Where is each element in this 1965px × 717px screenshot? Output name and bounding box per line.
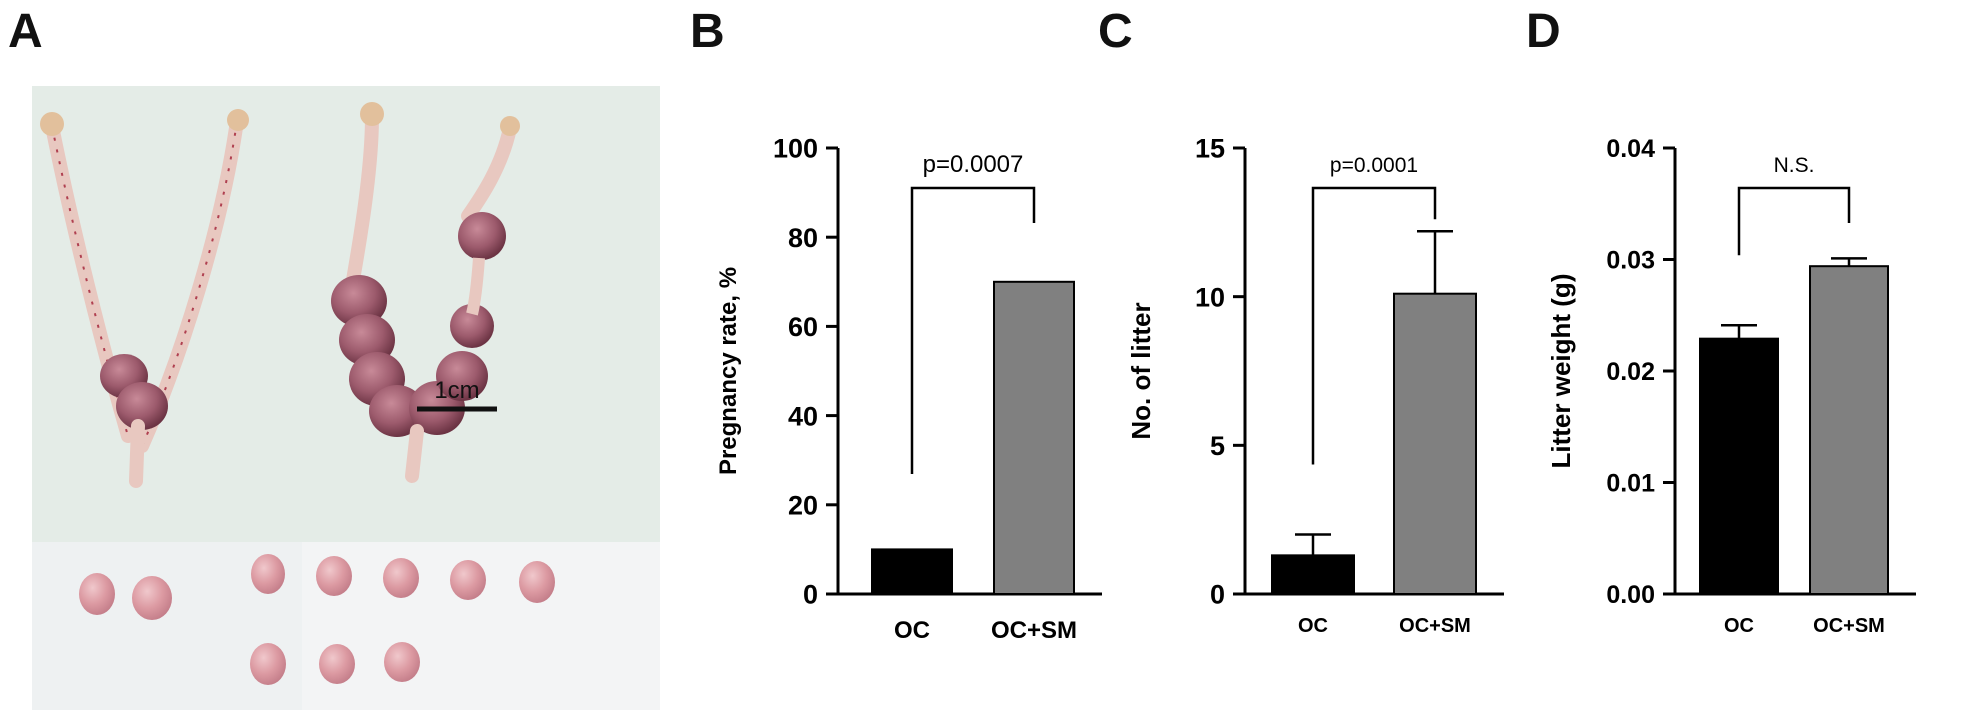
significance-bracket [1737,186,1851,256]
y-axis-label: Pregnancy rate, % [715,267,742,475]
y-axis-label: Litter weight (g) [1546,274,1576,469]
uterus-oc [40,109,249,488]
scale-bar: 1cm [417,377,497,412]
y-tick-label: 0.02 [1606,358,1655,386]
x-category-label: OC [894,617,930,644]
y-tick-label: 0 [803,580,818,610]
fetuses-oc-sm [250,554,555,685]
bar-oc-sm [1809,265,1889,595]
significance-bracket [1311,186,1437,465]
y-tick-label: 100 [773,134,818,164]
panel-letter-a: A [8,5,43,58]
p-value-annotation: p=0.0007 [923,151,1024,178]
uterus-photograph: 1cm [32,86,660,710]
y-tick-label: 60 [788,312,818,342]
y-tick-label: 80 [788,223,818,253]
y-tick-label: 15 [1195,134,1225,164]
panel-letter-d: D [1526,5,1561,58]
x-category-label: OC [1724,615,1754,637]
y-axis-label: No. of litter [1126,302,1156,439]
x-category-label: OC+SM [1399,615,1471,637]
y-tick-label: 10 [1195,282,1225,312]
y-tick-label: 40 [788,401,818,431]
y-tick-label: 5 [1210,431,1225,461]
uterus-oc-sm [331,102,520,483]
y-tick-label: 20 [788,491,818,521]
panel-letter-b: B [690,5,725,58]
y-tick-label: 0 [1210,580,1225,610]
x-category-label: OC+SM [991,617,1077,644]
bar-oc [1699,337,1779,596]
y-tick-label: 0.01 [1606,470,1655,498]
significance-bracket [910,186,1036,474]
x-category-label: OC+SM [1813,615,1885,637]
y-tick-label: 0.03 [1606,247,1655,275]
scale-bar-label: 1cm [434,377,479,404]
y-tick-label: 0.04 [1606,135,1655,163]
bar-oc-sm [993,280,1075,595]
p-value-annotation: p=0.0001 [1330,154,1418,177]
p-value-annotation: N.S. [1774,154,1815,177]
y-tick-label: 0.00 [1606,581,1655,609]
bar-oc [871,548,953,596]
fetuses-oc [79,573,172,620]
panel-letter-c: C [1098,5,1133,58]
x-category-label: OC [1298,615,1328,637]
